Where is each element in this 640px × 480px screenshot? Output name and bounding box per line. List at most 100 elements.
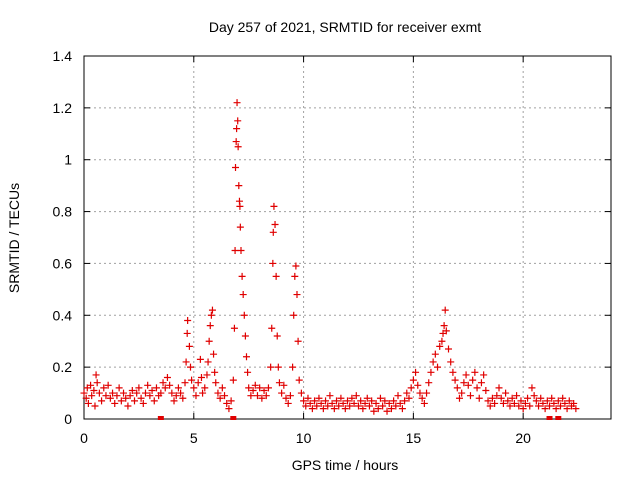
data-point <box>179 394 187 402</box>
data-point <box>282 394 290 402</box>
data-point <box>292 262 300 270</box>
data-point <box>506 402 514 410</box>
data-point <box>233 125 241 133</box>
data-point <box>539 399 547 407</box>
data-point <box>524 394 532 402</box>
data-point <box>535 402 543 410</box>
data-point <box>565 397 573 405</box>
data-point <box>464 381 472 389</box>
data-point <box>357 397 365 405</box>
y-tick-label: 1.4 <box>53 48 73 64</box>
data-point <box>431 350 439 358</box>
data-point <box>297 389 305 397</box>
data-point <box>374 405 382 413</box>
data-point <box>554 397 562 405</box>
data-point <box>231 246 239 254</box>
data-point <box>113 392 121 400</box>
data-point <box>185 342 193 350</box>
data-point <box>207 311 215 319</box>
data-point <box>120 389 128 397</box>
data-point <box>308 405 316 413</box>
data-point <box>387 405 395 413</box>
data-point <box>526 402 534 410</box>
data-point <box>150 397 158 405</box>
data-point <box>199 389 207 397</box>
data-point <box>258 394 266 402</box>
data-point <box>405 394 413 402</box>
data-point <box>177 389 185 397</box>
data-point <box>368 397 376 405</box>
data-point <box>434 363 442 371</box>
data-point <box>223 399 231 407</box>
data-point <box>98 397 106 405</box>
data-point <box>128 386 136 394</box>
data-point <box>449 368 457 376</box>
data-point <box>438 337 446 345</box>
data-point <box>458 389 466 397</box>
data-point <box>88 392 96 400</box>
data-point <box>482 386 490 394</box>
data-point <box>104 381 112 389</box>
data-point <box>241 332 249 340</box>
data-point <box>337 394 345 402</box>
data-point <box>300 397 308 405</box>
data-point <box>455 394 463 402</box>
data-point <box>139 399 147 407</box>
data-point <box>376 394 384 402</box>
data-point <box>163 374 171 382</box>
data-point <box>425 379 433 387</box>
data-point <box>214 389 222 397</box>
data-point <box>572 405 580 413</box>
data-point <box>260 386 268 394</box>
data-point <box>270 202 278 210</box>
data-point <box>429 358 437 366</box>
data-point <box>249 386 257 394</box>
data-point <box>510 399 518 407</box>
data-point <box>418 394 426 402</box>
x-tick-label: 5 <box>190 430 198 446</box>
data-point <box>326 392 334 400</box>
data-point <box>221 392 229 400</box>
data-point <box>372 399 380 407</box>
data-point <box>333 397 341 405</box>
data-point <box>273 332 281 340</box>
data-point <box>559 394 567 402</box>
data-point <box>466 392 474 400</box>
data-point <box>216 394 224 402</box>
data-point <box>350 399 358 407</box>
data-point-zero <box>546 416 553 420</box>
data-point <box>269 259 277 267</box>
data-point <box>197 374 205 382</box>
data-point <box>291 272 299 280</box>
data-point <box>152 384 160 392</box>
data-point <box>133 389 141 397</box>
data-point <box>181 379 189 387</box>
data-point <box>182 358 190 366</box>
data-point <box>502 389 510 397</box>
data-point <box>414 381 422 389</box>
data-point <box>141 389 149 397</box>
data-point <box>365 402 373 410</box>
data-point <box>294 337 302 345</box>
data-point <box>403 389 411 397</box>
data-point <box>92 371 100 379</box>
data-point <box>381 397 389 405</box>
data-point <box>264 384 272 392</box>
y-axis-label: SRMTID / TECUs <box>6 183 22 293</box>
data-point <box>550 399 558 407</box>
data-point <box>546 402 554 410</box>
data-point <box>396 399 404 407</box>
data-point <box>268 324 276 332</box>
data-point <box>251 381 259 389</box>
y-tick-label: 0.2 <box>53 359 73 375</box>
data-point <box>548 394 556 402</box>
data-point <box>447 358 455 366</box>
data-point <box>475 394 483 402</box>
data-point <box>122 394 130 402</box>
x-tick-label: 0 <box>80 430 88 446</box>
data-point <box>196 355 204 363</box>
data-point <box>229 376 237 384</box>
data-point <box>379 402 387 410</box>
data-point <box>469 376 477 384</box>
data-point <box>517 397 525 405</box>
